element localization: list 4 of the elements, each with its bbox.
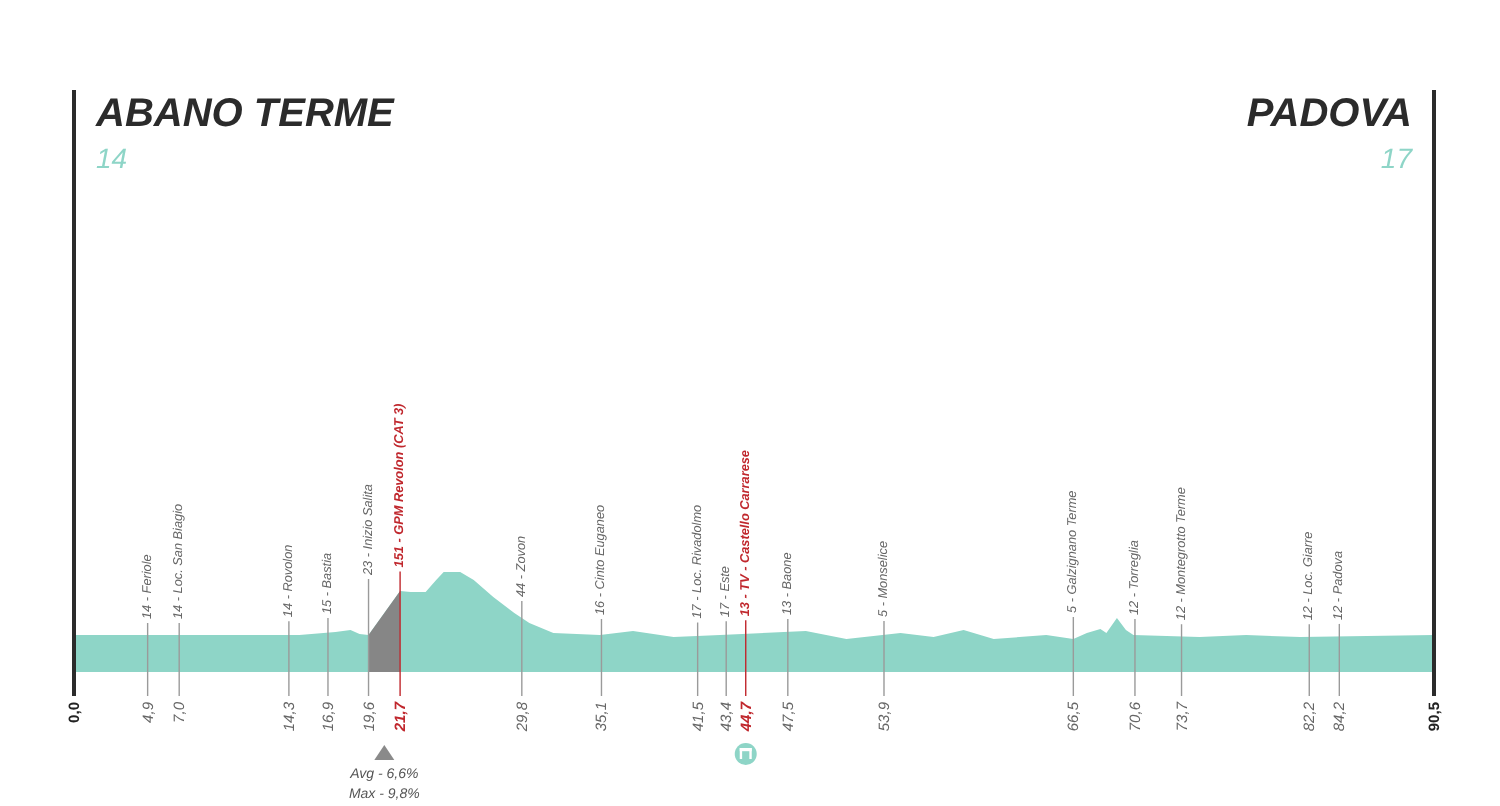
annotation: 14 [96,142,128,174]
ref-line-label: ABANO TERME [94,92,396,136]
annotation: 17 [1380,142,1415,174]
ref-line-label: PADOVA [1246,92,1412,136]
